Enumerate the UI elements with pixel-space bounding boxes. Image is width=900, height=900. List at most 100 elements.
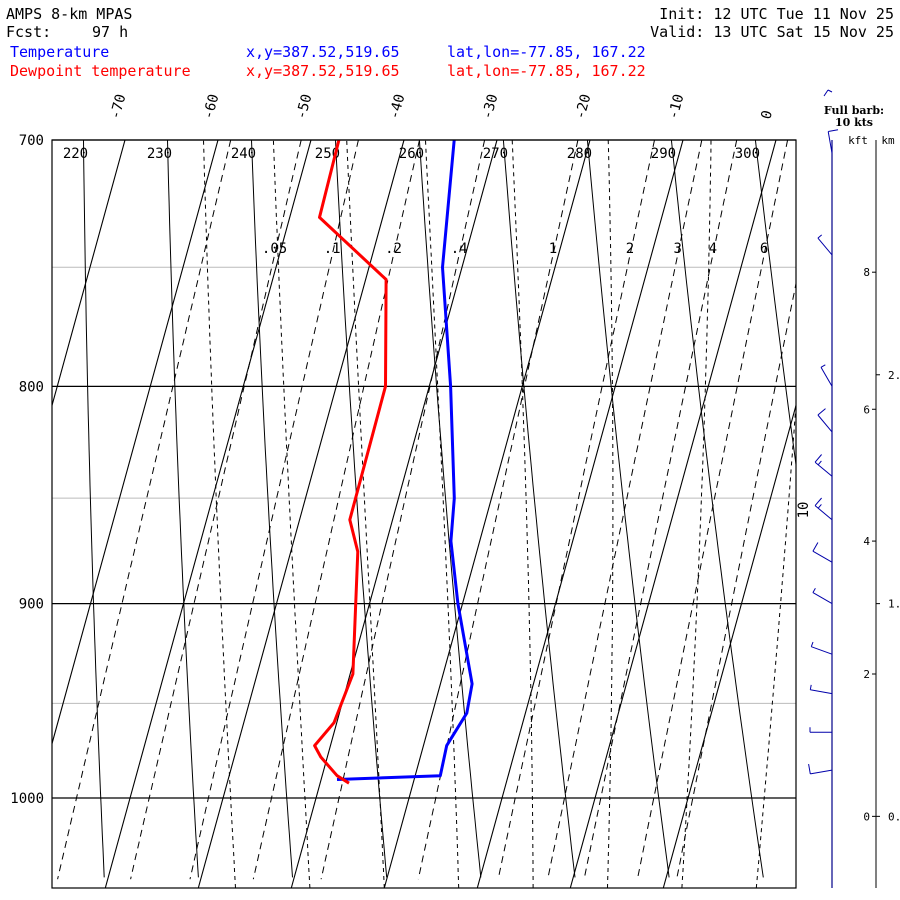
kft-tick-label: 0 [863,810,870,823]
dry-adiabat [0,140,10,877]
mixing-ratio-line [547,140,703,880]
moist-adiabat [511,140,534,888]
isotherm-label-group: -70 [107,92,129,121]
kft-tick-label: 8 [863,266,870,279]
isotherm--40 [197,140,405,888]
dry-adiabat [335,140,388,878]
moist-adiabats [202,100,900,888]
init-time: Init: 12 UTC Tue 11 Nov 25 [659,5,894,23]
legend-dewpoint-xy: x,y=387.52,519.65 [246,62,400,80]
kft-tick-label: 6 [863,403,870,416]
moist-adiabat [831,100,900,888]
isotherms [52,140,796,888]
theta-label: 300 [735,146,760,162]
isotherm-label-group: -20 [572,92,594,121]
wind-barb [820,364,833,387]
legend-dewpoint-latlon: lat,lon=-77.85, 167.22 [447,62,646,80]
mixing-ratio-line [189,140,359,880]
dry-adiabat [167,140,199,878]
mixing-ratio-line [57,140,232,880]
isotherm-label-group: 0 [758,109,776,121]
plot-border [51,139,797,889]
isotherm-label: -40 [386,92,408,121]
pressure-label-900: 900 [19,597,44,613]
theta-label: 270 [483,146,508,162]
mixing-ratio-label: 2 [626,241,634,257]
dry-adiabat [586,140,670,878]
mixing-ratio-line [583,140,738,880]
isotherm--20 [383,140,591,888]
dry-adiabats [0,140,900,878]
dry-adiabat [502,140,576,878]
isotherm-label: -20 [572,92,594,121]
moist-adiabat [681,140,712,888]
theta-label: 220 [63,146,88,162]
wind-barb [808,764,833,775]
mixing-ratio-label: 1 [549,241,557,257]
mixing-ratio-line [130,140,302,880]
wind-barb [814,497,833,521]
pressure-label-700: 700 [19,133,44,149]
isotherm-label-group: -10 [665,92,687,121]
theta-label: 280 [567,146,592,162]
valid-time: Valid: 13 UTC Sat 15 Nov 25 [650,23,894,41]
forecast-hour: 97 h [92,23,128,41]
wind-barb [810,641,833,655]
moist-adiabat [607,140,614,888]
legend-temperature-xy: x,y=387.52,519.65 [246,43,400,61]
plot-frame [51,139,797,889]
km-tick-label: 2. [888,369,900,382]
mixing-ratio-line [497,140,655,880]
wind-barb [812,542,833,563]
forecast-label: Fcst: [6,23,51,41]
isotherm-label-group: -60 [200,92,222,121]
wind-barb [809,727,832,733]
barb-legend-line2: 10 kts [835,116,873,129]
isotherm--50 [104,140,312,888]
pressure-lines [52,139,796,799]
wind-barb [817,234,833,256]
dry-adiabat [839,140,900,877]
isotherm-side-label-group: 10 [796,502,812,519]
mixing-ratio-label: .05 [262,241,287,257]
km-tick-label: 0. [888,810,900,823]
legend-barb-icon [823,89,833,97]
temperature-trace [336,140,474,781]
mixing-ratio-label: 3 [674,241,682,257]
theta-label: 260 [399,146,424,162]
dry-adiabat [418,140,482,878]
km-tick-label: 1. [888,598,900,611]
wind-barbs [808,129,839,888]
dry-adiabat [83,140,105,878]
mixing-ratio-label: 6 [760,241,768,257]
model-title: AMPS 8-km MPAS [6,5,132,23]
moist-adiabat [424,140,460,888]
legend-dewpoint: Dewpoint temperature [10,62,191,80]
wind-barb [812,588,833,605]
moist-adiabat [346,140,385,888]
mixing-ratio-line [636,140,789,880]
light-pressure-lines [52,266,796,704]
moist-adiabat [272,140,311,888]
isotherm--70 [52,140,126,408]
barb-legend-line1: Full barb: [824,104,884,117]
isotherm-0 [569,140,777,888]
km-label: km [881,134,895,147]
dewpoint-trace [313,140,388,785]
theta-label: 240 [231,146,256,162]
dry-adiabat [251,140,293,878]
isotherm-label-group: -50 [293,92,315,121]
moist-adiabat [202,140,236,888]
isotherm-label: 0 [758,109,776,121]
theta-label: 230 [147,146,172,162]
isotherm--10 [476,140,684,888]
pressure-label-800: 800 [19,379,44,395]
chart-labels: 700 800 900 1000 -70 -60 -50 -40 -30 -20 -10 0 10 220… [10,92,812,807]
isotherm-label: -10 [665,92,687,121]
isotherm--60 [52,140,219,746]
mixing-ratio-label: .4 [451,241,468,257]
wind-barb [817,408,833,433]
mixing-ratio-line [320,140,486,880]
kft-label: kft [848,134,868,147]
